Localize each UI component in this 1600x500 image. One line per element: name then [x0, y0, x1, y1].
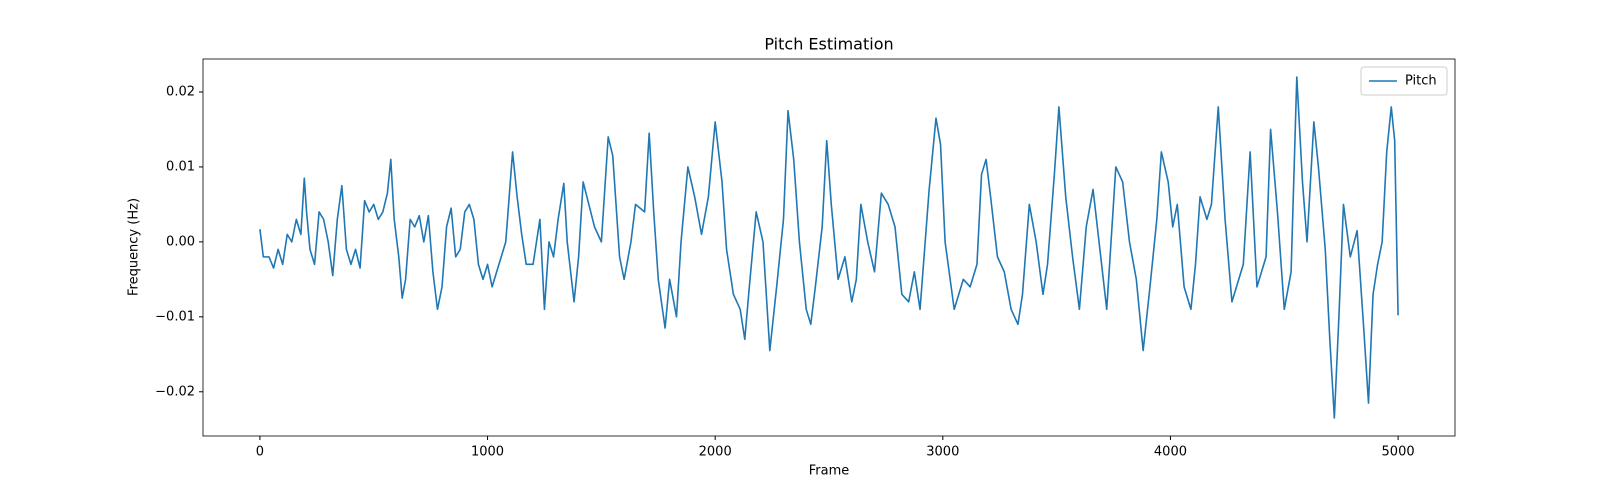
- x-tick-label: 3000: [926, 445, 959, 460]
- data-line: [259, 76, 1399, 419]
- y-tick-label: −0.01: [155, 309, 195, 324]
- x-tick-label: 5000: [1382, 445, 1415, 460]
- y-tick-label: 0.00: [166, 234, 195, 249]
- x-tick-label: 1000: [471, 445, 504, 460]
- x-tick-label: 4000: [1154, 445, 1187, 460]
- y-axis-label: Frequency (Hz): [127, 198, 142, 296]
- legend-box: [1360, 66, 1448, 96]
- y-tick-label: 0.01: [166, 159, 195, 174]
- x-axis-label: Frame: [809, 464, 850, 479]
- x-tick-label: 2000: [699, 445, 732, 460]
- legend-label: Pitch: [1405, 74, 1437, 89]
- y-tick-label: −0.02: [155, 384, 195, 399]
- x-tick-label: 0: [256, 445, 264, 460]
- chart-title: Pitch Estimation: [764, 35, 893, 54]
- plot-frame: [202, 58, 1456, 437]
- y-tick-label: 0.02: [166, 84, 195, 99]
